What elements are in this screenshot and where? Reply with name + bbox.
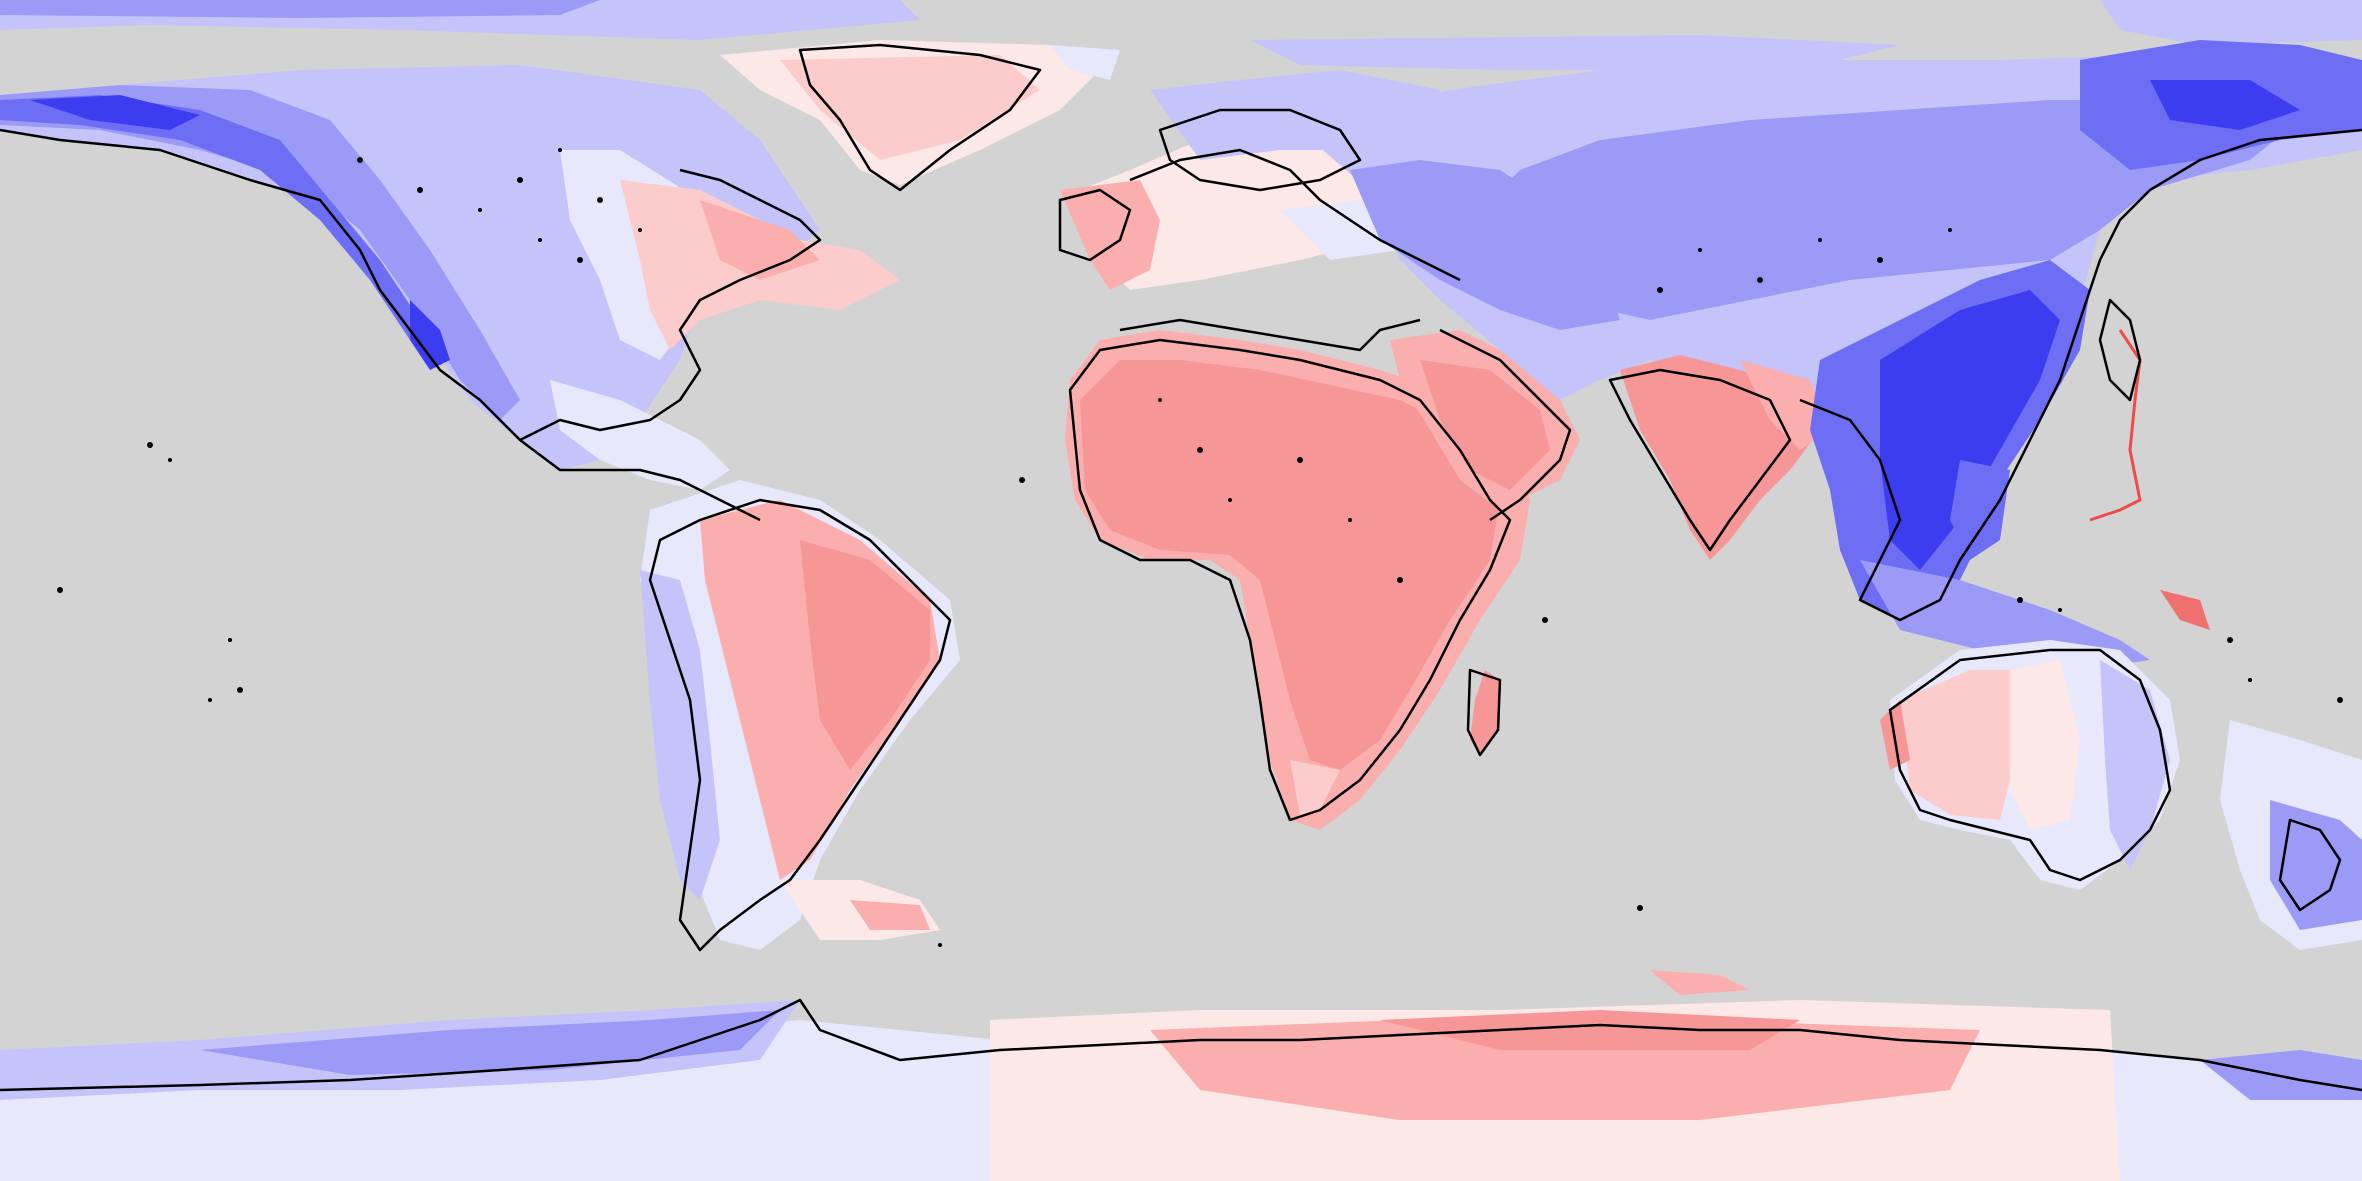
islands-dots <box>57 148 2343 947</box>
region-south-america <box>640 480 960 950</box>
region-southeast-asia <box>1810 260 2150 670</box>
region-new-guinea-highlight <box>2160 590 2210 630</box>
region-india <box>1620 355 1830 560</box>
arctic-region <box>0 0 2362 70</box>
region-madagascar <box>1470 670 1500 755</box>
region-asia <box>1300 40 2362 500</box>
region-antarctica <box>0 970 2362 1181</box>
coastlines <box>0 43 2362 1092</box>
region-australia <box>1880 640 2180 890</box>
region-greenland <box>720 40 1120 185</box>
region-north-america <box>0 65 900 490</box>
